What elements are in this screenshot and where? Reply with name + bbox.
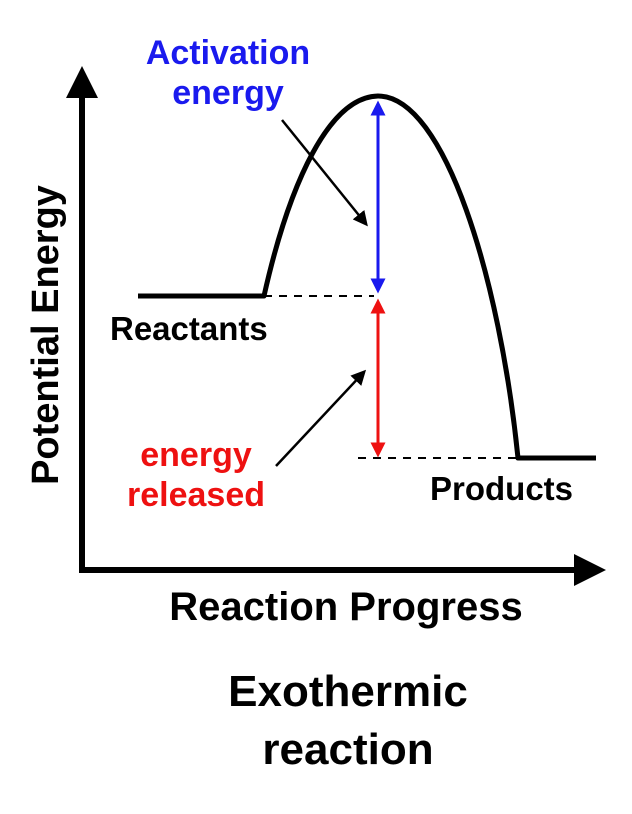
x-axis-arrow-icon: [574, 554, 606, 586]
title-line2: reaction: [262, 725, 433, 774]
y-axis: [66, 66, 98, 568]
activation-label-line1: Activation: [146, 34, 310, 72]
title-line1: Exothermic: [228, 667, 468, 716]
products-label: Products: [430, 470, 573, 507]
y-axis-label: Potential Energy: [25, 185, 67, 485]
released-label-line2: released: [127, 476, 265, 514]
x-axis-label: Reaction Progress: [169, 585, 522, 629]
reactants-label: Reactants: [110, 310, 268, 347]
activation-label-line2: energy: [172, 74, 284, 112]
y-axis-arrow-icon: [66, 66, 98, 98]
x-axis: [79, 554, 606, 586]
released-label-line1: energy: [140, 436, 252, 474]
released-pointer-arrow: [275, 369, 367, 467]
activation-pointer-arrow: [281, 119, 368, 227]
energy-curve: [138, 93, 596, 461]
